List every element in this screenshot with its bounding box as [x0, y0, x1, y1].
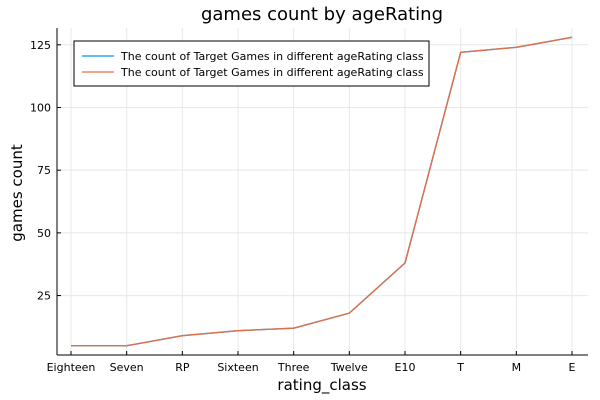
x-tick-label: E10 — [395, 361, 416, 374]
legend: The count of Target Games in different a… — [73, 40, 430, 87]
y-tick-label: 50 — [37, 227, 51, 240]
axes — [56, 28, 588, 356]
y-tick-label: 100 — [30, 101, 51, 114]
series-lines — [71, 36, 573, 347]
x-tick-label: Seven — [110, 361, 144, 374]
x-tick-label: T — [456, 361, 464, 374]
series-line-2 — [71, 36, 573, 347]
y-tick-label: 75 — [37, 164, 51, 177]
x-tick-label: E — [569, 361, 576, 374]
x-tick-label: Twelve — [330, 361, 368, 374]
x-axis-label: rating_class — [277, 376, 366, 395]
y-tick-label: 25 — [37, 290, 51, 303]
y-axis-label: games count — [8, 144, 26, 242]
x-tick-label: Eighteen — [47, 361, 96, 374]
legend-label-series-2: The count of Target Games in different a… — [120, 66, 424, 79]
x-tick-label: Three — [277, 361, 310, 374]
chart-title: games count by ageRating — [201, 4, 443, 25]
x-tick-label: Sixteen — [217, 361, 258, 374]
x-tick-label: RP — [175, 361, 190, 374]
ticks: Eighteen Seven RP Sixteen Three Twelve E10 T M E 2… — [30, 39, 576, 374]
y-tick-label: 125 — [30, 39, 51, 52]
legend-box — [73, 40, 430, 87]
legend-label-series-1: The count of Target Games in different a… — [120, 50, 424, 63]
x-tick-label: M — [512, 361, 522, 374]
